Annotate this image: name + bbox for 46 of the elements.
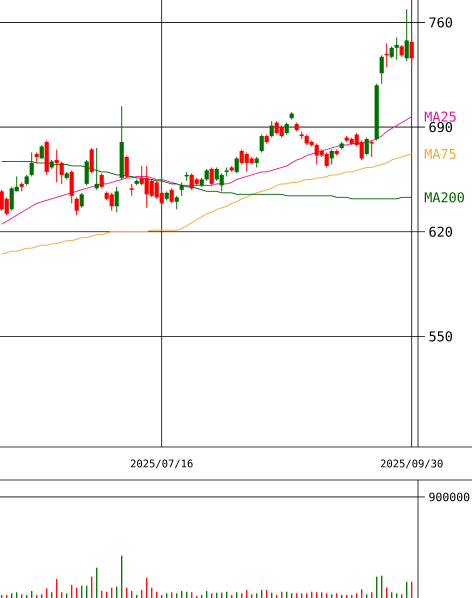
candlestick (400, 44, 404, 58)
series-label: MA200 (424, 192, 464, 202)
y-tick-label: 900000 (429, 492, 470, 502)
candlestick (254, 156, 259, 168)
candlestick (84, 159, 89, 186)
candlestick (34, 152, 39, 164)
candlestick (270, 120, 274, 138)
candlestick (390, 46, 394, 59)
candlestick (204, 168, 209, 182)
candlestick (94, 147, 99, 190)
candlestick (380, 54, 384, 84)
y-tick-label: 690 (429, 122, 452, 132)
x-tick-label: 2025/09/30 (380, 460, 443, 468)
candlestick (40, 144, 44, 159)
series-label: MA25 (424, 112, 456, 122)
candlestick (284, 122, 289, 136)
candlestick (330, 148, 334, 165)
x-tick-label: 2025/07/16 (130, 460, 193, 468)
candlestick (170, 188, 174, 204)
candlestick (74, 196, 79, 216)
candlestick (60, 160, 64, 184)
candlestick (384, 42, 389, 68)
candlestick (54, 148, 59, 183)
candlestick (410, 32, 414, 70)
candlestick (100, 172, 104, 189)
candlestick (364, 137, 369, 156)
candlestick (234, 156, 239, 174)
y-tick-label: 550 (429, 331, 452, 342)
candlestick (404, 8, 409, 62)
candlestick (130, 183, 134, 196)
candlestick (174, 195, 179, 210)
candlestick (80, 192, 84, 208)
candlestick (180, 182, 184, 196)
candlestick (370, 140, 374, 158)
candlestick (24, 174, 29, 186)
y-tick-label: 760 (429, 17, 452, 28)
candlestick (394, 36, 399, 60)
candlestick (124, 154, 129, 178)
candlestick (260, 134, 264, 153)
candlestick (30, 152, 34, 177)
candlestick (70, 170, 74, 204)
candlestick (114, 186, 119, 213)
candlestick (210, 166, 214, 186)
candlestick (90, 147, 94, 174)
y-tick-label: 620 (429, 226, 452, 237)
series-label: MA75 (424, 148, 456, 159)
